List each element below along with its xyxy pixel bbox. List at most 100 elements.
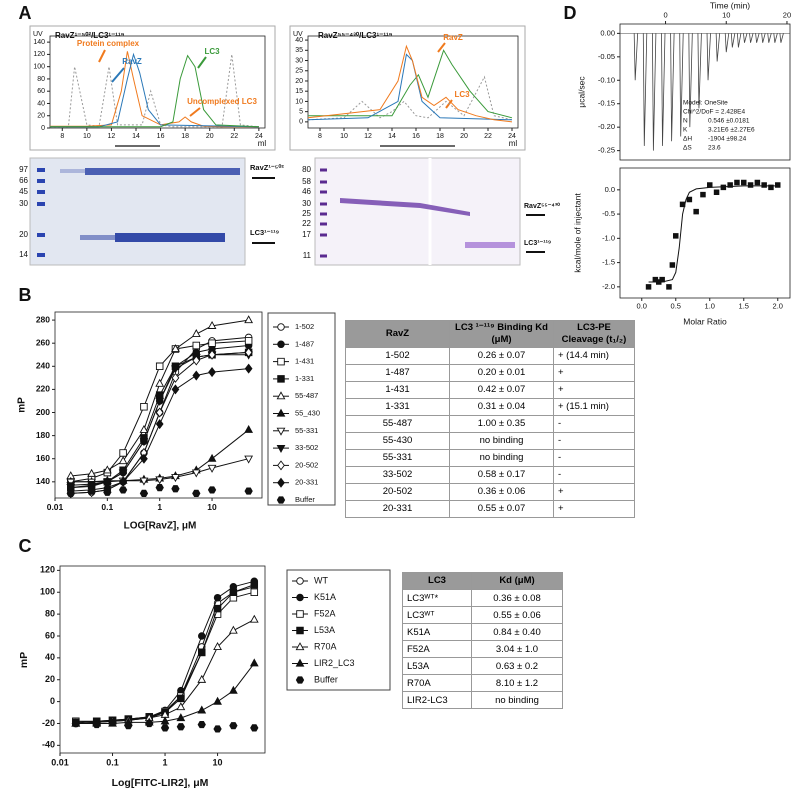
data-point [171, 485, 180, 493]
data-point [160, 716, 170, 725]
table-cell: 0.42 ± 0.07 [449, 380, 554, 399]
data-point [228, 625, 238, 634]
x-tick-label: 1 [163, 757, 168, 767]
header-cell: RavZ [345, 320, 450, 348]
data-point [197, 720, 206, 729]
legend-label: R70A [314, 641, 337, 651]
gel-band [340, 198, 470, 216]
x-tick-label: 10 [207, 502, 217, 512]
data-point [198, 632, 206, 640]
x-tick-label: 20 [460, 133, 468, 140]
y-tick-label: 0.00 [600, 28, 615, 37]
legend-label: F52A [314, 608, 336, 618]
x-tick-label: 1.5 [739, 301, 749, 310]
y-tick-label: 0.0 [605, 185, 615, 194]
data-point [250, 588, 259, 596]
band-label: RavZ¹⁻⁵⁰² [250, 163, 284, 172]
legend-marker [296, 610, 304, 618]
ladder-band [320, 222, 327, 226]
ladder-band [320, 233, 327, 237]
data-point [108, 718, 117, 726]
legend-label: WT [314, 575, 328, 585]
table-cell: - [553, 414, 635, 433]
data-point [208, 349, 216, 360]
legend-marker [276, 496, 286, 504]
legend-label: LIR2_LC3 [314, 658, 355, 668]
ladder-label: 20 [19, 230, 28, 239]
y-tick-label: 35 [295, 47, 303, 54]
annotation: Protein complex [77, 39, 140, 48]
series-line [50, 54, 259, 128]
data-point [124, 722, 133, 730]
x-axis-label: Molar Ratio [683, 316, 727, 326]
data-point [118, 456, 128, 465]
y-axis-label: kcal/mole of injectant [572, 193, 582, 273]
ladder-band [320, 180, 327, 184]
data-point [244, 455, 254, 464]
table-row: F52A 3.04 ± 1.0 [402, 640, 563, 658]
band-label: LC3¹⁻¹¹⁹ [250, 228, 280, 237]
series-line [308, 49, 513, 119]
ladder-label: 66 [19, 176, 28, 185]
ladder-band [320, 168, 327, 172]
data-point [720, 184, 727, 191]
model-text: Model: OneSite [683, 100, 728, 107]
table-cell: R70A [402, 674, 472, 692]
table-cell: 3.04 ± 1.0 [471, 640, 563, 658]
injection-peak [755, 33, 760, 43]
data-point [192, 489, 201, 497]
gel-band [115, 233, 225, 242]
data-point [741, 179, 747, 186]
legend-marker [276, 445, 286, 453]
data-point [213, 696, 222, 705]
x-tick-label: 0.5 [671, 301, 681, 310]
injection-peak [706, 33, 711, 81]
ladder-band [37, 202, 45, 206]
table-cell: 20-502 [345, 482, 450, 501]
data-point [66, 489, 75, 497]
table-cell: 0.84 ± 0.40 [471, 623, 563, 641]
data-point [208, 339, 216, 347]
x-tick-label: 0.01 [47, 502, 64, 512]
x-tick-label: 2.0 [773, 301, 783, 310]
legend-marker [296, 577, 304, 585]
y-tick-label: 20 [45, 674, 55, 684]
header-row: LC3 Kd (μM) [402, 572, 563, 590]
data-point [87, 468, 96, 477]
ladder-label: 30 [302, 199, 311, 208]
data-point [191, 329, 201, 338]
x-tick-label: 0 [663, 10, 667, 19]
data-point [155, 407, 164, 418]
series-line [75, 584, 255, 723]
data-point [139, 438, 149, 447]
panel-label: B [19, 285, 32, 305]
legend-marker [277, 357, 285, 366]
table-row: 55-331 no binding - [345, 448, 635, 467]
x-axis-label: Log[FITC-LIR2], μM [112, 777, 209, 788]
y-tick-label: -0.25 [598, 146, 615, 155]
y-tick-label: 0 [50, 696, 55, 706]
header-cell: LC3 [402, 572, 472, 590]
table-cell: LC3ᵂᵀ* [402, 589, 472, 607]
annotation: LC3 [204, 47, 220, 56]
legend-marker [276, 391, 286, 400]
injection-peak [749, 33, 754, 43]
data-point [139, 424, 149, 433]
axis-label: UV [33, 31, 43, 38]
annotation: RavZ [122, 57, 142, 66]
y-tick-label: 40 [295, 37, 303, 44]
table-cell: + [553, 482, 635, 501]
y-tick-label: 160 [36, 453, 50, 463]
data-point [197, 674, 207, 683]
ladder-label: 22 [302, 219, 311, 228]
data-point [198, 648, 206, 657]
y-tick-label: 10 [295, 98, 303, 105]
table-row: 1-487 0.20 ± 0.01 + [345, 363, 635, 382]
data-point [244, 487, 253, 495]
annotation-arrow [98, 49, 106, 63]
table-cell: 0.58 ± 0.17 [449, 465, 554, 484]
x-tick-label: 20 [783, 10, 791, 19]
y-tick-label: 200 [36, 407, 50, 417]
data-point [669, 262, 676, 268]
data-point [119, 476, 127, 487]
